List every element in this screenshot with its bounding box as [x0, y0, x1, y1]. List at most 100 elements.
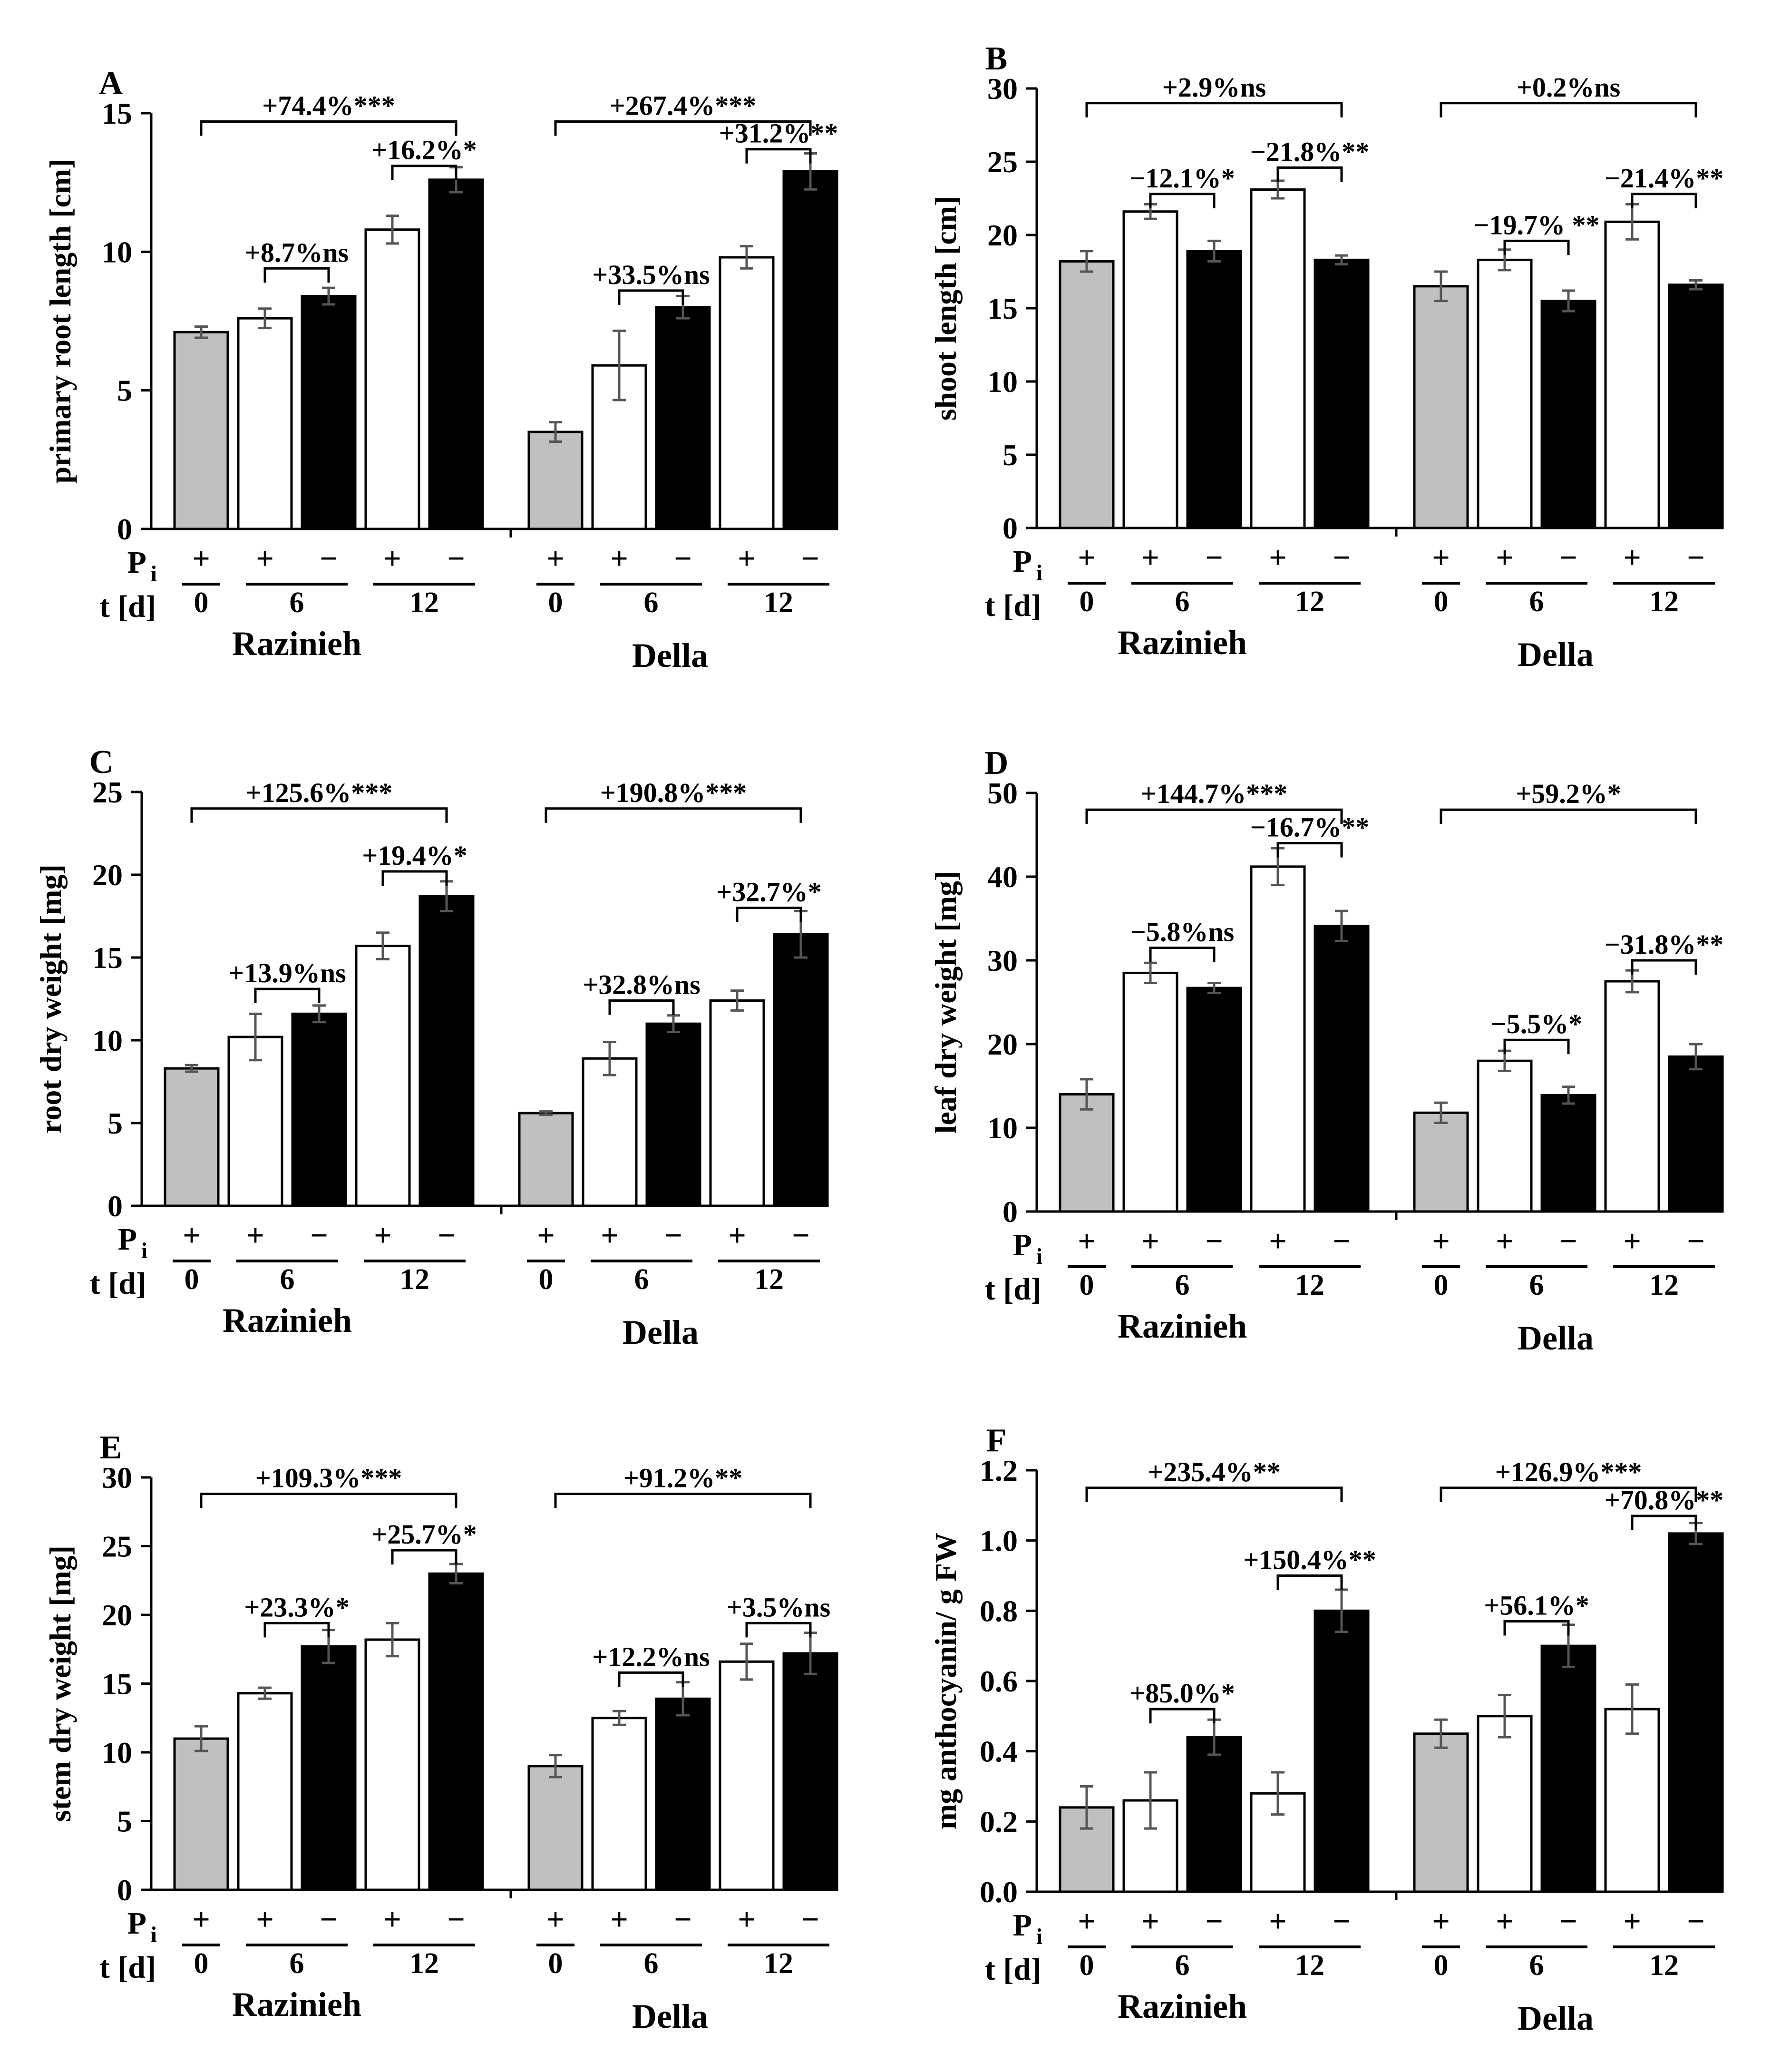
pi-sign: +: [610, 541, 628, 576]
pi-sign: −: [1687, 540, 1705, 575]
bar-della-3: [709, 999, 765, 1207]
pi-row-label: P: [1013, 1908, 1032, 1943]
t-row-label: t [d]: [985, 588, 1041, 623]
y-tick-label: 25: [987, 145, 1018, 179]
significance-bracket: [745, 1622, 812, 1638]
pi-sign: +: [546, 541, 564, 576]
bar-della-2: [655, 306, 711, 530]
significance-label: −21.8%**: [1250, 136, 1370, 167]
significance-label: +126.9%***: [1495, 1456, 1642, 1487]
y-tick-label: 0.8: [980, 1594, 1018, 1628]
group-name-razinieh: Razinieh: [1118, 1307, 1247, 1345]
bar-razinieh-4: [1314, 1609, 1370, 1893]
bar-della-0: [527, 1765, 584, 1891]
y-tick-label: 5: [117, 1805, 132, 1838]
bar-razinieh-3: [364, 1638, 420, 1891]
bar-della-1: [591, 1717, 647, 1891]
significance-bracket: [1631, 959, 1697, 975]
pi-sign: −: [320, 1902, 338, 1937]
pi-sign: +: [1432, 1224, 1450, 1259]
group-name-della: Della: [1518, 1319, 1594, 1357]
significance-bracket: [1149, 947, 1216, 962]
significance-bracket: [618, 1671, 684, 1687]
significance-label: +8.7%ns: [245, 237, 349, 268]
bar-razinieh-1: [1122, 210, 1178, 529]
bar-della-4: [782, 170, 838, 530]
bar-della-3: [1604, 980, 1660, 1213]
pi-sign: +: [1078, 540, 1096, 575]
bar-della-0: [1413, 1732, 1469, 1893]
significance-label: +0.2%ns: [1517, 72, 1620, 103]
pi-sign: +: [738, 1902, 756, 1937]
bar-razinieh-0: [173, 1737, 229, 1891]
time-label: 6: [1529, 1949, 1544, 1982]
bar-razinieh-1: [1122, 971, 1178, 1213]
y-tick-label: 0: [1002, 1195, 1018, 1229]
significance-bracket: [1440, 1486, 1697, 1502]
bar-razinieh-2: [291, 1012, 347, 1207]
pi-sign: +: [374, 1218, 392, 1253]
significance-bracket: [1276, 166, 1343, 182]
significance-label: +267.4%***: [610, 90, 757, 121]
bar-della-0: [527, 430, 584, 530]
y-tick-label: 40: [987, 860, 1018, 894]
y-tick-label: 0.6: [980, 1664, 1018, 1698]
bar-della-2: [1540, 1644, 1596, 1893]
panel-letter: F: [986, 1422, 1007, 1459]
pi-row-label: P: [127, 545, 146, 580]
y-tick-label: 50: [987, 776, 1018, 810]
time-label: 0: [539, 1263, 554, 1296]
pi-sign: −: [1559, 540, 1577, 575]
significance-label: +16.2%*: [371, 135, 477, 166]
bar-razinieh-4: [428, 1572, 484, 1891]
bar-della-1: [1477, 258, 1533, 529]
significance-label: +23.3%*: [244, 1592, 350, 1622]
significance-bracket: [381, 870, 448, 886]
significance-bracket: [1503, 239, 1570, 255]
significance-bracket: [1149, 1708, 1216, 1724]
pi-sign: −: [1333, 1904, 1351, 1939]
time-label: 0: [1434, 586, 1449, 618]
t-row-label: t [d]: [99, 1950, 156, 1985]
significance-bracket: [391, 165, 457, 180]
bar-razinieh-2: [1186, 250, 1242, 529]
significance-bracket: [1085, 808, 1343, 824]
pi-row-subscript: i: [141, 1238, 147, 1263]
panel-E: E 0 5 10 15 20 25 30 stem dry weight [mg] +109.3%…: [43, 1429, 838, 2035]
significance-label: +109.3%***: [255, 1463, 402, 1494]
bar-razinieh-3: [1250, 865, 1306, 1213]
y-tick-label: 25: [102, 1530, 132, 1564]
time-label: 6: [634, 1263, 649, 1296]
significance-bracket: [263, 1622, 330, 1638]
pi-sign: +: [192, 541, 210, 576]
y-tick-label: 5: [117, 374, 132, 408]
group-name-razinieh: Razinieh: [1118, 1987, 1247, 2025]
significance-label: −5.5%*: [1491, 1008, 1583, 1039]
pi-sign: +: [537, 1218, 555, 1253]
bar-della-1: [1477, 1715, 1533, 1893]
t-row-label: t [d]: [985, 1272, 1041, 1307]
significance-label: +32.8%ns: [583, 969, 700, 1000]
significance-bracket: [1276, 1574, 1343, 1590]
bar-razinieh-3: [355, 945, 411, 1207]
pi-sign: −: [1205, 1904, 1223, 1939]
time-label: 12: [764, 1947, 793, 1980]
significance-label: +3.5%ns: [727, 1592, 830, 1622]
time-label: 0: [1080, 586, 1094, 618]
pi-sign: −: [1205, 540, 1223, 575]
pi-sign: +: [1269, 540, 1287, 575]
significance-label: +125.6%***: [246, 777, 393, 808]
significance-label: +190.8%***: [600, 777, 747, 808]
significance-label: +31.2%**: [719, 118, 838, 149]
significance-label: +74.4%***: [262, 90, 395, 121]
y-tick-label: 0: [117, 1873, 132, 1907]
t-row-label: t [d]: [99, 589, 156, 624]
pi-sign: +: [1496, 540, 1514, 575]
bar-razinieh-2: [301, 1645, 357, 1891]
time-label: 0: [185, 1263, 199, 1296]
y-tick-label: 0.2: [980, 1805, 1018, 1838]
pi-row-label: P: [118, 1222, 137, 1257]
pi-row-label: P: [127, 1906, 146, 1941]
pi-sign: −: [801, 1902, 819, 1937]
bar-razinieh-3: [364, 228, 420, 530]
